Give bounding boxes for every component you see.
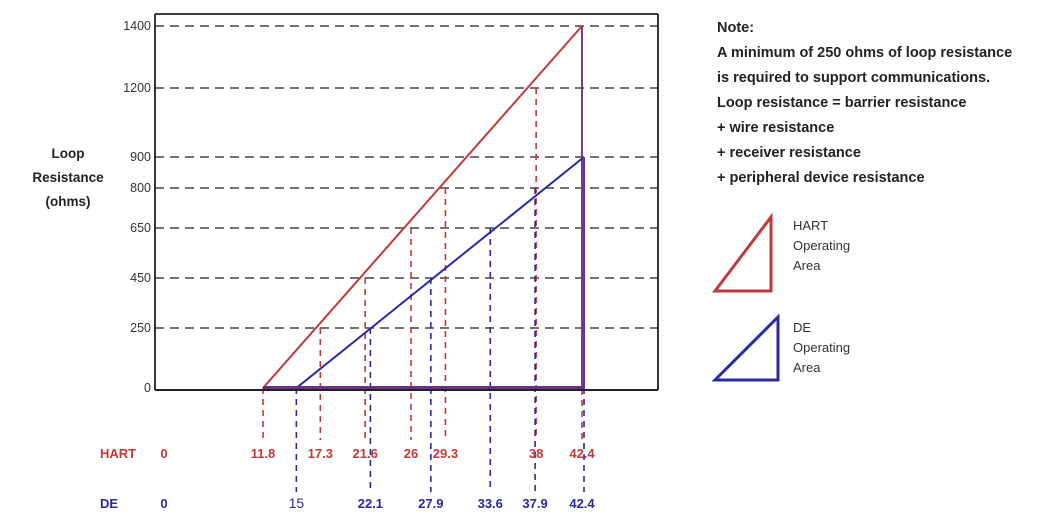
y-axis-label: Loop Resistance (ohms) [32,146,104,209]
legend-hart-line: Area [793,258,821,273]
x-tick-label: 11.8 [251,446,276,461]
loop-resistance-chart: 0 250 450 650 800 900 1200 1400 Loop Resistance (… [32,13,659,511]
de-triangle-icon [711,313,780,382]
operating-areas [262,25,585,390]
x-row-start: 0 [160,446,167,461]
y-tick-label: 0 [144,381,151,395]
y-tick-label: 900 [130,150,151,164]
drop-lines [262,26,585,492]
y-axis-label-line: Resistance [32,170,104,185]
y-tick-label: 1200 [123,81,151,95]
note-line: is required to support communications. [717,70,991,86]
x-tick-rows: HART 0 11.8 17.3 21.6 26 29.3 38 42.4 DE 0 15 22.1 27… [100,446,595,511]
y-tick-label: 450 [130,271,151,285]
x-tick-label: 38 [529,446,543,461]
legend-de-line: Operating [793,340,851,355]
legend-de-line: DE [793,320,812,335]
legend-hart-line: HART [793,218,829,233]
x-tick-label: 27.9 [418,496,443,511]
y-tick-label: 250 [130,321,151,335]
legend-hart-label: HART Operating Area [793,216,850,276]
series-line-hart [262,25,583,389]
legend-de-line: Area [793,360,821,375]
note-box: Note: A minimum of 250 ohms of loop resi… [717,16,1012,191]
hart-triangle-icon [711,212,773,293]
x-tick-label: 42.4 [569,496,595,511]
legend-hart [711,212,782,302]
y-axis-label-line: (ohms) [46,194,91,209]
note-line: Loop resistance = barrier resistance [717,95,967,111]
x-tick-label: 33.6 [478,496,503,511]
x-tick-label: 37.9 [522,496,547,511]
x-row-label: DE [100,496,118,511]
legend-hart-line: Operating [793,238,851,253]
y-tick-labels: 0 250 450 650 800 900 1200 1400 [123,19,151,395]
legend-de [711,312,782,392]
x-tick-label: 42.4 [569,446,595,461]
x-tick-label: 29.3 [433,446,458,461]
x-row-label: HART [100,446,136,461]
y-tick-label: 1400 [123,19,151,33]
series-line-de [295,156,585,389]
note-line: + peripheral device resistance [717,170,925,186]
y-tick-label: 650 [130,221,151,235]
y-axis-label-line: Loop [52,146,85,161]
x-tick-label: 26 [404,446,418,461]
note-line: A minimum of 250 ohms of loop resistance [717,45,1013,61]
x-tick-label: 15 [289,495,305,511]
x-tick-label: 21.6 [353,446,378,461]
x-row-start: 0 [160,496,167,511]
x-tick-label: 17.3 [308,446,333,461]
note-title: Note: [717,20,755,36]
x-tick-label: 22.1 [358,496,383,511]
plot-frame [154,13,659,391]
note-line: + receiver resistance [717,145,861,161]
legend-de-label: DE Operating Area [793,318,850,378]
y-tick-label: 800 [130,181,151,195]
gridlines [155,25,658,329]
note-line: + wire resistance [717,120,835,136]
